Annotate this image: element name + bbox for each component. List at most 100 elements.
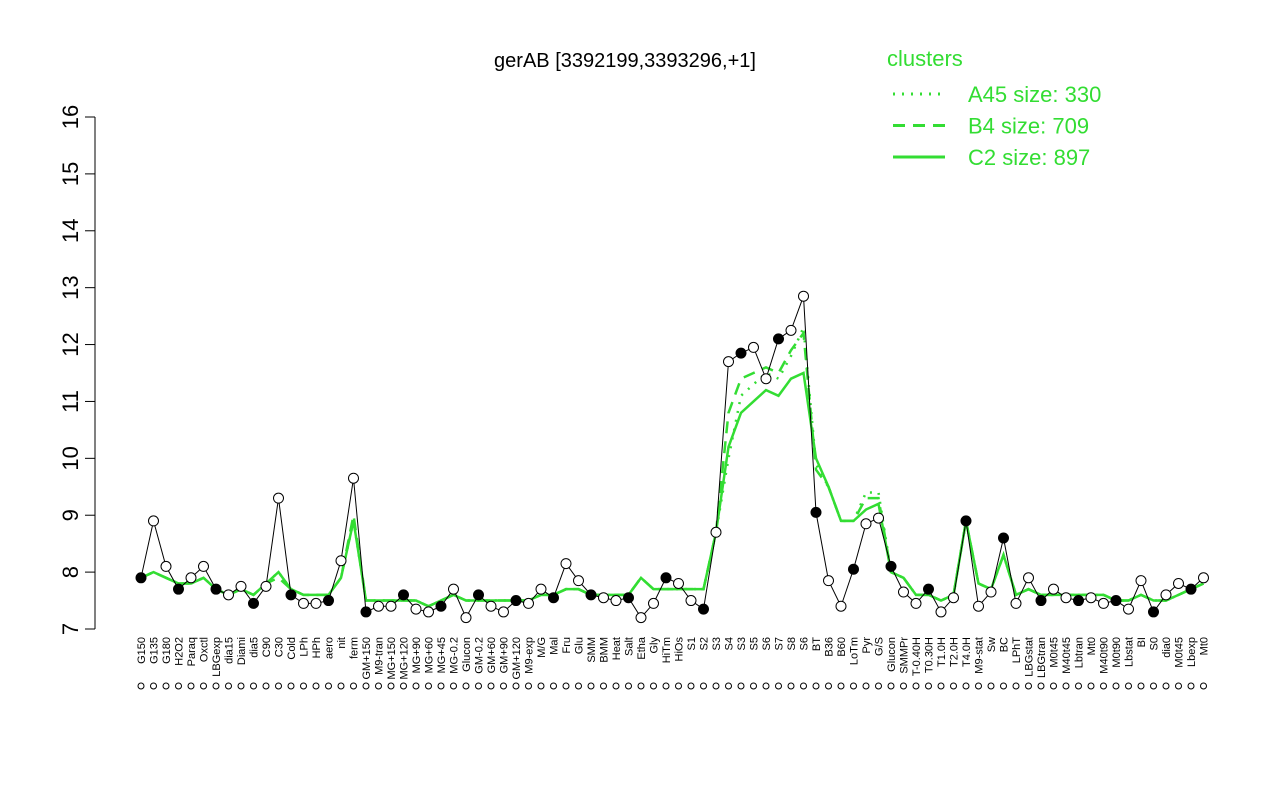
rug-mark	[187, 682, 195, 690]
y-tick-label: 11	[58, 390, 83, 413]
y-tick-label: 9	[58, 509, 83, 521]
x-tick-label: T0.30H	[924, 637, 936, 673]
data-point	[885, 560, 897, 572]
x-tick-label: S4	[724, 637, 736, 650]
data-point	[310, 597, 322, 609]
x-tick-label: GM+150	[361, 637, 373, 680]
rug-mark	[575, 682, 582, 690]
data-point	[273, 492, 284, 504]
rug-mark	[437, 682, 445, 690]
data-point	[523, 597, 534, 609]
data-point	[1148, 606, 1159, 618]
x-tick-label: Glucon	[886, 637, 898, 672]
rug-mark	[1150, 682, 1157, 690]
data-point	[435, 600, 447, 612]
rug-mark	[762, 682, 770, 690]
x-tick-label: dia15	[224, 637, 236, 664]
data-point	[810, 506, 822, 518]
data-point	[210, 583, 222, 595]
x-tick-label: S8	[786, 637, 798, 650]
rug-mark	[562, 682, 570, 690]
x-tick-label: GM+90	[499, 637, 511, 673]
rug-mark	[600, 682, 607, 690]
rug-mark	[775, 682, 782, 690]
x-tick-label: Etha	[636, 636, 648, 660]
rug-mark	[587, 682, 595, 690]
x-tick-label: MG+90	[411, 637, 423, 673]
data-point	[1010, 597, 1022, 609]
rug-mark	[525, 682, 532, 690]
x-tick-label: dia0	[1161, 637, 1173, 658]
rug-mark	[425, 682, 432, 690]
x-tick-label: S1	[686, 637, 698, 650]
data-point	[560, 558, 572, 570]
rug-mark	[687, 682, 695, 690]
data-point	[648, 597, 659, 609]
x-tick-label: Salt	[624, 637, 636, 656]
data-point	[323, 595, 334, 607]
rug-mark	[212, 682, 220, 690]
x-tick-label: C30	[274, 637, 286, 657]
data-point	[923, 583, 934, 595]
x-tick-label: Sw	[986, 637, 998, 652]
x-tick-label: ferm	[349, 637, 361, 659]
rug-mark	[950, 682, 957, 690]
rug-mark	[612, 682, 620, 690]
rug-mark	[987, 682, 995, 690]
data-point	[1060, 592, 1072, 604]
rug-mark	[362, 682, 370, 690]
x-tick-label: Lbexp	[1186, 637, 1198, 667]
data-point	[1098, 597, 1109, 609]
rug-mark	[500, 682, 507, 690]
rug-mark	[875, 682, 882, 690]
x-tick-label: HiTm	[661, 637, 673, 663]
data-point	[460, 612, 472, 624]
rug-mark	[937, 682, 945, 690]
x-tick-label: C90	[261, 637, 273, 657]
data-point	[623, 592, 634, 604]
rug-mark	[162, 682, 170, 690]
rug-mark	[700, 682, 707, 690]
data-point	[223, 589, 234, 601]
y-tick-label: 15	[58, 162, 83, 186]
data-point	[660, 572, 672, 584]
x-tick-label: Cold	[286, 637, 298, 660]
x-tick-label: BI	[1136, 637, 1148, 647]
data-point	[285, 589, 297, 601]
x-tick-label: BMM	[599, 637, 611, 663]
data-point	[935, 606, 947, 618]
rug-mark	[962, 682, 970, 690]
data-point	[710, 526, 722, 538]
x-tick-label: G/S	[874, 637, 886, 656]
rug-mark	[712, 682, 720, 690]
x-tick-label: MG+150	[386, 637, 398, 680]
x-tick-label: MG+60	[424, 637, 436, 673]
data-point	[423, 606, 434, 618]
rug-mark	[837, 682, 845, 690]
data-point	[160, 560, 172, 572]
rug-mark	[900, 682, 907, 690]
y-tick-label: 8	[58, 566, 83, 578]
x-tick-label: M0t45	[1049, 637, 1061, 668]
data-point	[348, 472, 359, 484]
x-tick-label: MG+120	[399, 637, 411, 680]
rug-mark	[1000, 682, 1007, 690]
x-tick-label: Gly	[649, 637, 661, 654]
x-tick-label: M9-tran	[374, 637, 386, 675]
data-point	[998, 532, 1009, 544]
data-point	[635, 612, 647, 624]
data-point	[148, 515, 159, 527]
x-tick-label: B36	[824, 637, 836, 657]
rug-mark	[825, 682, 832, 690]
data-point	[735, 347, 747, 359]
rug-mark	[1062, 682, 1070, 690]
rug-mark	[737, 682, 745, 690]
x-tick-label: S6	[799, 637, 811, 650]
rug-mark	[625, 682, 632, 690]
data-point	[1185, 583, 1197, 595]
data-point	[673, 577, 684, 589]
data-point	[785, 324, 797, 336]
x-tick-label: dia5	[249, 637, 261, 658]
y-tick-label: 14	[58, 219, 83, 243]
x-tick-label: Pyr	[861, 637, 873, 654]
